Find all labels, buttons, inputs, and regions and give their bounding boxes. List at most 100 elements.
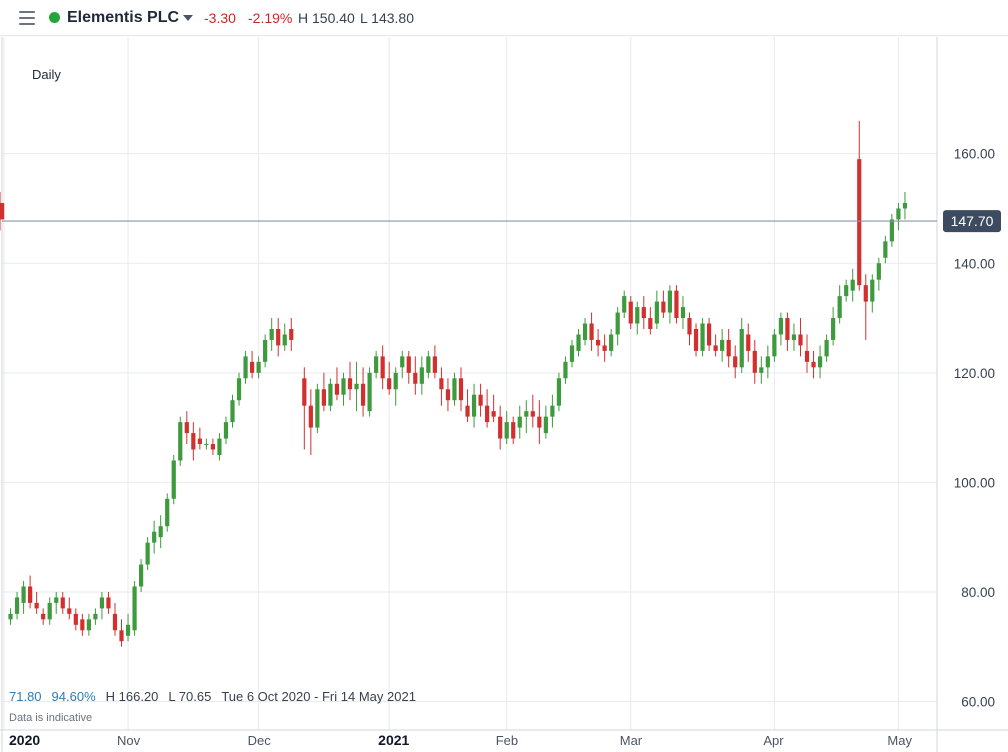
y-tick-label: 80.00 <box>961 585 995 600</box>
candle-body <box>615 312 620 335</box>
candle-body <box>54 597 59 603</box>
candle-body <box>282 334 287 346</box>
candle-body <box>60 597 65 609</box>
candle-body <box>406 356 411 373</box>
interval-label[interactable]: Daily <box>32 67 61 82</box>
candle-body <box>413 372 418 384</box>
candle-body <box>67 608 72 614</box>
candle-body <box>341 378 346 395</box>
candle-body <box>791 334 797 340</box>
candle-body <box>485 405 490 423</box>
candle-body <box>230 400 235 423</box>
candle-body <box>263 339 268 362</box>
candle-body <box>197 438 202 445</box>
chevron-down-icon[interactable] <box>183 15 193 21</box>
candle-body <box>883 241 888 258</box>
candle-body <box>419 367 424 384</box>
candle-body <box>393 372 398 390</box>
candle-body <box>870 279 875 302</box>
candle-body <box>321 389 326 406</box>
candle-body <box>478 394 483 406</box>
y-tick-label: 140.00 <box>954 256 995 271</box>
candle-body <box>700 323 705 351</box>
y-tick-label: 60.00 <box>961 695 995 710</box>
candle-body <box>563 361 568 379</box>
candle-body <box>249 361 255 373</box>
candle-body <box>158 526 163 538</box>
candle-body <box>667 290 673 313</box>
candle-body <box>387 378 392 390</box>
candle-body <box>125 624 131 636</box>
candle-body <box>276 328 281 346</box>
stat-value: 71.80 <box>9 689 42 704</box>
candle-body <box>28 586 33 603</box>
candle-body <box>165 498 170 527</box>
price-chart[interactable]: 147.70 160.00 140.00 120.00 100.00 80.00 60.0… <box>0 37 1008 752</box>
candle-body <box>80 619 85 631</box>
candle-body <box>824 339 829 357</box>
candle-body <box>210 444 216 450</box>
candle-body <box>661 301 666 313</box>
candle-body <box>517 416 522 428</box>
candle-body <box>609 334 614 351</box>
candle-body <box>184 422 189 434</box>
instrument-title[interactable]: Elementis PLC <box>67 9 180 26</box>
menu-icon[interactable] <box>19 11 35 25</box>
candle-body <box>191 433 196 450</box>
candle-body <box>524 411 529 417</box>
candle-body <box>178 422 183 461</box>
candle-body <box>445 389 451 401</box>
x-tick-label: Nov <box>117 733 141 748</box>
candle-body <box>308 405 313 428</box>
session-high: H 150.40 <box>298 10 355 26</box>
candle-body <box>315 389 320 428</box>
current-price-line: 147.70 <box>2 210 1001 233</box>
candle-body <box>119 630 124 642</box>
market-status-icon <box>49 12 60 23</box>
candle-body <box>550 405 555 417</box>
candle-body <box>511 422 516 439</box>
candle-body <box>896 208 901 220</box>
candle-body <box>93 613 98 620</box>
candle-body <box>347 378 353 390</box>
y-axis: 160.00 140.00 120.00 100.00 80.00 60.00 <box>954 147 995 710</box>
candle-body <box>706 323 712 346</box>
candle-body <box>713 345 718 351</box>
candle-body <box>452 378 457 401</box>
candle-body <box>145 542 150 565</box>
candle-body <box>223 422 229 439</box>
candle-body <box>889 219 894 242</box>
x-tick-label: Mar <box>620 733 643 748</box>
candle-body <box>432 356 437 373</box>
x-tick-label: Apr <box>763 733 784 748</box>
candle-body <box>785 318 790 340</box>
candle-body <box>504 422 509 439</box>
candle-body <box>73 613 78 625</box>
candle-body <box>798 334 803 346</box>
y-tick-label: 160.00 <box>954 147 995 162</box>
candle-body <box>354 383 359 390</box>
candle-body <box>817 356 823 368</box>
y-tick-label: 100.00 <box>954 475 995 490</box>
data-disclaimer: Data is indicative <box>9 712 93 724</box>
candle-body <box>752 350 757 373</box>
candle-body <box>139 564 144 587</box>
candle-body <box>374 356 379 373</box>
candle-body <box>576 334 581 351</box>
y-tick-label: 120.00 <box>954 366 995 381</box>
candle-body <box>204 444 209 446</box>
candle-body <box>765 356 770 368</box>
candle-body <box>14 597 20 614</box>
candle-body <box>34 602 39 609</box>
candle-body <box>622 296 627 313</box>
price-change-percent: -2.19% <box>248 10 293 26</box>
candle-body <box>367 372 372 412</box>
candle-body <box>648 318 653 329</box>
candle-body <box>641 307 646 319</box>
x-axis: 2020 Nov Dec 2021 Feb Mar Apr May <box>9 732 912 748</box>
candle-body <box>458 378 464 401</box>
candle-body <box>426 356 431 373</box>
candle-body <box>596 339 601 346</box>
candle-body <box>902 202 908 209</box>
candle-body <box>302 378 307 406</box>
